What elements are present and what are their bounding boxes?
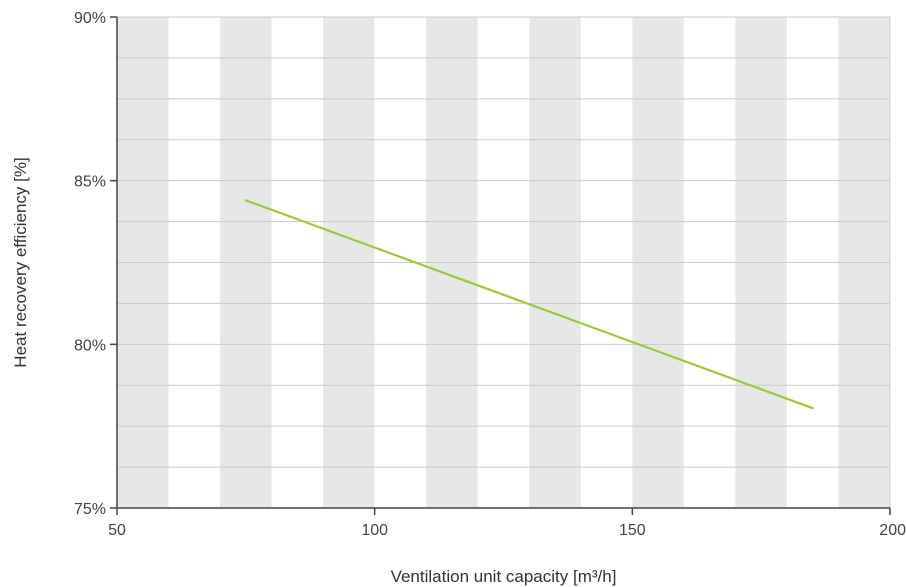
y-tick-label: 90% <box>74 10 106 27</box>
series-layer <box>244 199 814 410</box>
y-tick-label: 75% <box>74 501 106 518</box>
x-tick-label: 200 <box>879 522 906 539</box>
x-tick-label: 50 <box>108 522 126 539</box>
series-line <box>244 199 814 410</box>
y-axis-title: Heat recovery efficiency [%] <box>11 157 30 367</box>
x-tick-labels: 50 100 150 200 <box>108 522 906 539</box>
axes <box>110 16 891 515</box>
grid-lines <box>117 16 891 508</box>
y-tick-labels: 75% 80% 85% 90% <box>74 10 106 518</box>
y-tick-label: 85% <box>74 174 106 191</box>
x-tick-label: 100 <box>361 522 388 539</box>
y-tick-label: 80% <box>74 337 106 354</box>
x-tick-label: 150 <box>619 522 646 539</box>
x-axis-title: Ventilation unit capacity [m³/h] <box>391 567 617 586</box>
